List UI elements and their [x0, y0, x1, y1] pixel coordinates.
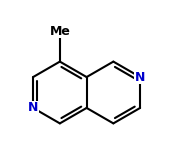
Text: N: N	[135, 71, 145, 84]
Text: N: N	[28, 101, 38, 114]
Text: Me: Me	[49, 25, 70, 38]
